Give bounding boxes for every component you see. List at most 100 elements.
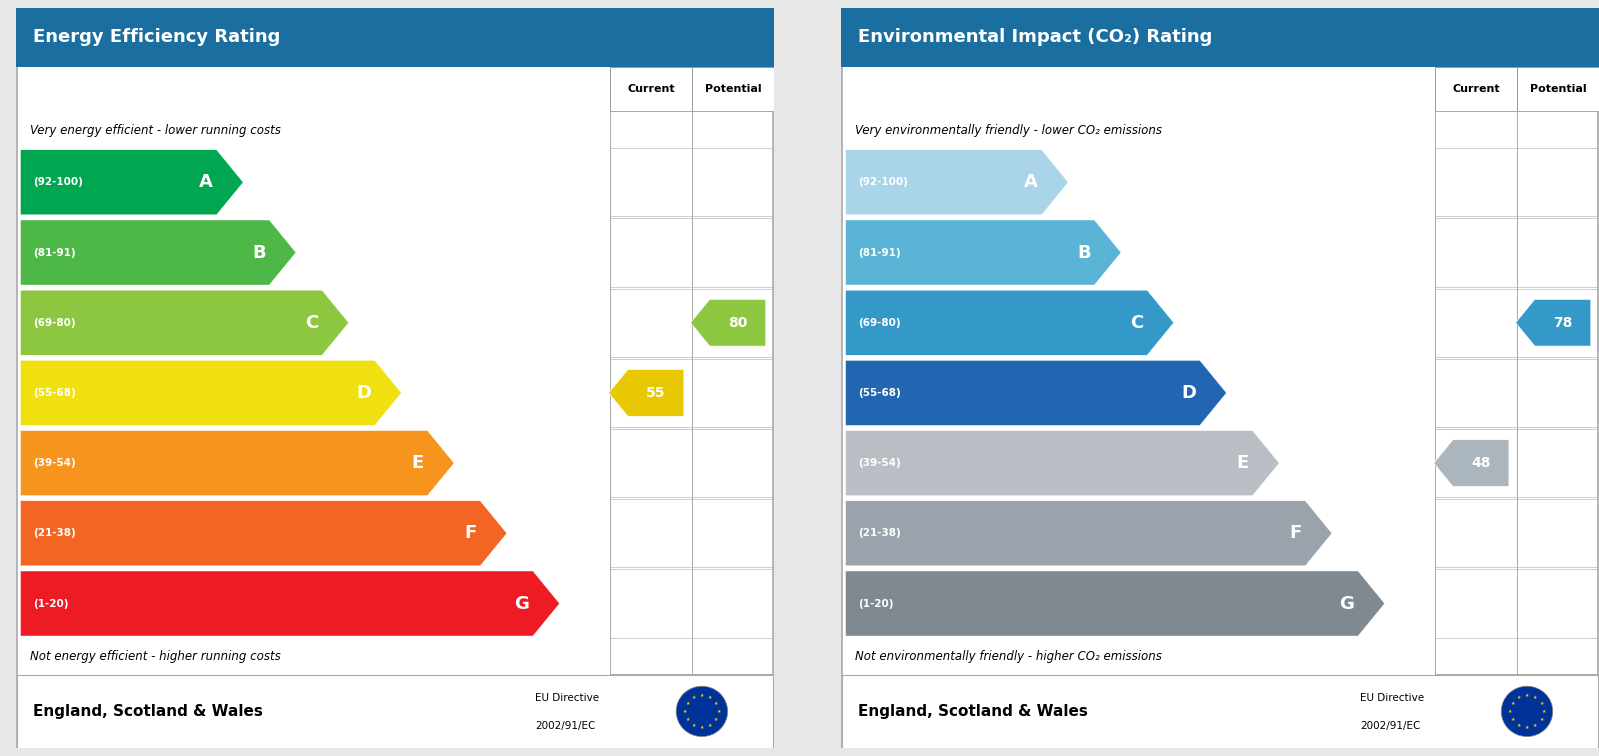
Polygon shape [21,500,507,565]
Text: B: B [253,243,265,262]
Text: Not energy efficient - higher running costs: Not energy efficient - higher running co… [30,650,280,663]
FancyBboxPatch shape [1517,67,1599,111]
Polygon shape [846,431,1279,496]
Text: ★: ★ [1533,695,1538,700]
Text: 2002/91/EC: 2002/91/EC [536,721,595,731]
Text: ★: ★ [691,723,696,728]
Text: EU Directive: EU Directive [1361,693,1425,703]
Text: ★: ★ [686,701,689,706]
Text: Potential: Potential [705,84,761,94]
Text: ★: ★ [691,695,696,700]
Text: EU Directive: EU Directive [536,693,600,703]
Polygon shape [846,571,1385,636]
Circle shape [1501,686,1553,736]
Polygon shape [21,290,349,355]
Text: C: C [305,314,318,332]
Polygon shape [21,571,560,636]
Text: ★: ★ [686,717,689,722]
Text: G: G [515,594,529,612]
Text: E: E [1236,454,1249,472]
Text: (1-20): (1-20) [32,599,69,609]
Polygon shape [1516,299,1591,346]
Text: (21-38): (21-38) [32,528,75,538]
Polygon shape [691,299,766,346]
Text: (21-38): (21-38) [857,528,900,538]
FancyBboxPatch shape [16,8,774,748]
FancyBboxPatch shape [16,8,774,67]
Text: F: F [1289,525,1302,542]
Text: Very environmentally friendly - lower CO₂ emissions: Very environmentally friendly - lower CO… [855,124,1162,137]
FancyBboxPatch shape [16,675,774,748]
Text: ★: ★ [700,692,704,698]
Text: ★: ★ [1511,717,1514,722]
Text: England, Scotland & Wales: England, Scotland & Wales [32,704,262,719]
Text: England, Scotland & Wales: England, Scotland & Wales [857,704,1087,719]
FancyBboxPatch shape [611,67,692,111]
Text: ★: ★ [1533,723,1538,728]
Text: ★: ★ [1516,695,1521,700]
Text: A: A [198,173,213,191]
Polygon shape [846,220,1121,285]
Text: (39-54): (39-54) [32,458,75,468]
Text: Very energy efficient - lower running costs: Very energy efficient - lower running co… [30,124,280,137]
Text: Current: Current [1452,84,1500,94]
Polygon shape [846,150,1068,215]
Text: C: C [1130,314,1143,332]
FancyBboxPatch shape [841,8,1599,748]
Text: E: E [411,454,424,472]
Text: Not environmentally friendly - higher CO₂ emissions: Not environmentally friendly - higher CO… [855,650,1161,663]
Polygon shape [21,220,296,285]
Text: (55-68): (55-68) [857,388,900,398]
Text: 48: 48 [1471,456,1490,470]
Text: G: G [1340,594,1354,612]
Text: ★: ★ [1541,709,1546,714]
Text: A: A [1023,173,1038,191]
Text: (81-91): (81-91) [857,247,900,258]
Text: F: F [464,525,477,542]
FancyBboxPatch shape [1436,67,1517,111]
Text: ★: ★ [700,725,704,730]
Polygon shape [846,500,1332,565]
Text: ★: ★ [683,709,688,714]
Text: ★: ★ [1540,717,1543,722]
Text: ★: ★ [1540,701,1543,706]
Text: 55: 55 [646,386,665,400]
Text: (92-100): (92-100) [32,178,83,187]
Text: ★: ★ [716,709,721,714]
Text: ★: ★ [715,701,718,706]
Polygon shape [1434,440,1509,487]
Text: D: D [1182,384,1196,402]
Text: 78: 78 [1553,316,1572,330]
Text: 80: 80 [728,316,747,330]
Text: (69-80): (69-80) [32,318,75,327]
Text: ★: ★ [1516,723,1521,728]
Text: Environmental Impact (CO₂) Rating: Environmental Impact (CO₂) Rating [857,28,1212,46]
Text: ★: ★ [708,695,713,700]
FancyBboxPatch shape [841,675,1599,748]
Text: Energy Efficiency Rating: Energy Efficiency Rating [32,28,280,46]
Polygon shape [609,370,684,417]
Polygon shape [21,150,243,215]
Polygon shape [21,431,454,496]
Text: ★: ★ [1508,709,1513,714]
Text: (81-91): (81-91) [32,247,75,258]
Text: (39-54): (39-54) [857,458,900,468]
Text: ★: ★ [1525,692,1529,698]
Text: (55-68): (55-68) [32,388,75,398]
Polygon shape [21,361,401,426]
Text: ★: ★ [1511,701,1514,706]
Text: (69-80): (69-80) [857,318,900,327]
Text: ★: ★ [715,717,718,722]
Polygon shape [846,290,1174,355]
Text: D: D [357,384,371,402]
FancyBboxPatch shape [692,67,774,111]
Text: 2002/91/EC: 2002/91/EC [1361,721,1420,731]
Circle shape [676,686,728,736]
Text: B: B [1078,243,1091,262]
Polygon shape [846,361,1226,426]
Text: Current: Current [627,84,675,94]
Text: Potential: Potential [1530,84,1586,94]
Text: (92-100): (92-100) [857,178,908,187]
FancyBboxPatch shape [841,8,1599,67]
Text: (1-20): (1-20) [857,599,894,609]
